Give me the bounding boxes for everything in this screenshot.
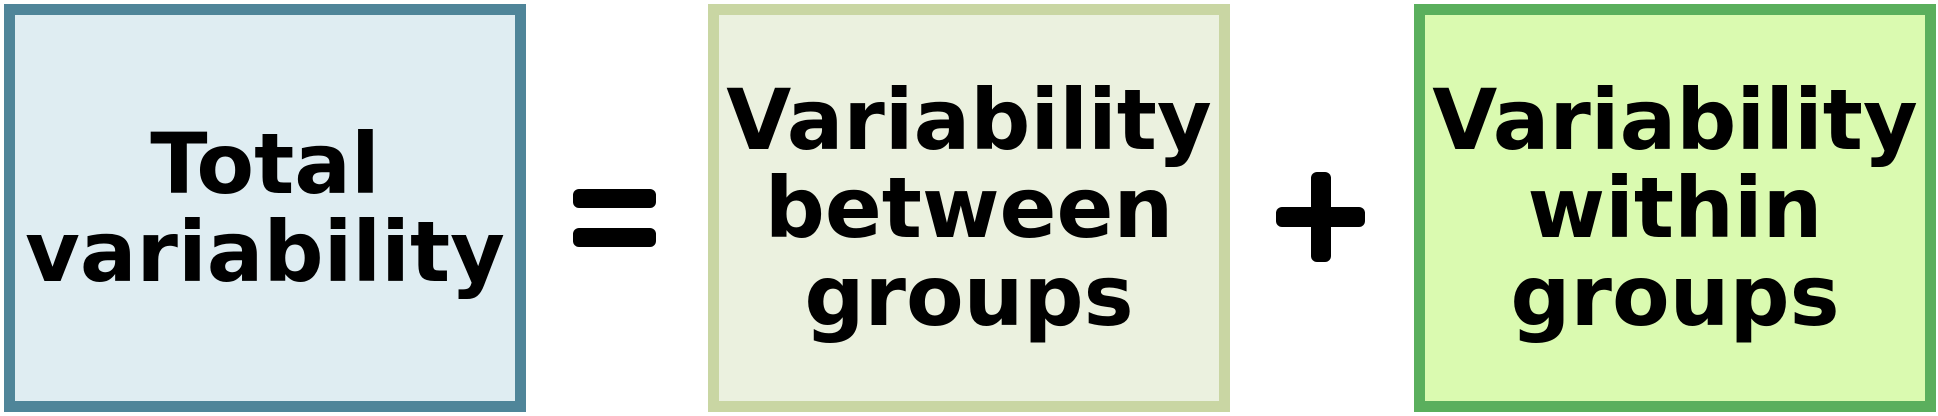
- within-line-1: Variability: [1432, 71, 1918, 169]
- total-variability-box: Total variability: [4, 4, 526, 412]
- total-variability-label: Total variability: [25, 120, 505, 296]
- total-variability-line-1: Total: [150, 115, 380, 213]
- equals-sign-bottom-bar: [573, 228, 656, 247]
- between-line-1: Variability: [726, 71, 1212, 169]
- within-line-2: within: [1527, 159, 1823, 257]
- total-variability-line-2: variability: [25, 203, 505, 301]
- variability-between-groups-box: Variability between groups: [708, 4, 1230, 412]
- equals-sign-top-bar: [573, 189, 656, 208]
- between-line-2: between: [764, 159, 1174, 257]
- variability-within-groups-label: Variability within groups: [1432, 76, 1917, 340]
- variability-within-groups-box: Variability within groups: [1414, 4, 1936, 412]
- plus-sign-vertical-bar: [1311, 172, 1331, 262]
- between-line-3: groups: [804, 247, 1134, 345]
- variability-between-groups-label: Variability between groups: [726, 76, 1211, 340]
- within-line-3: groups: [1510, 247, 1840, 345]
